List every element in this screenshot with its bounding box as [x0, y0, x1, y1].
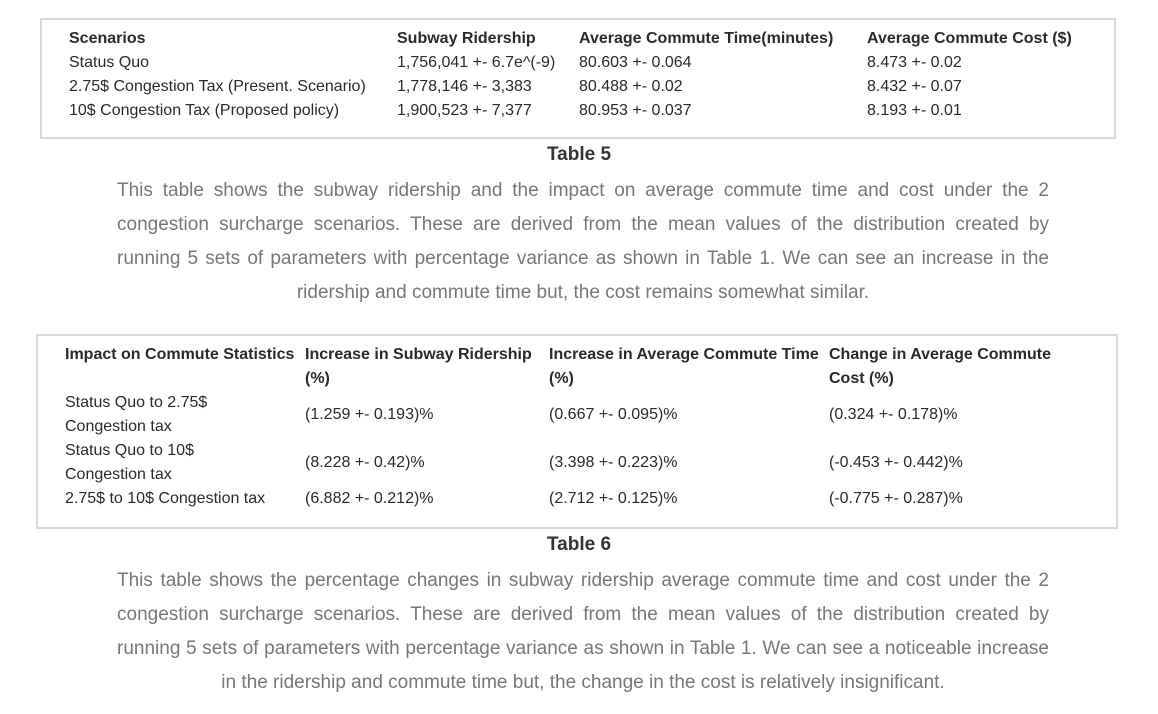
table-cell: (2.712 +- 0.125)% — [549, 490, 678, 507]
table-row: Status Quo 1,756,041 +- 6.7e^(-9) 80.603… — [69, 51, 1087, 75]
table-cell: Status Quo — [69, 54, 150, 71]
table-cell: (1.259 +- 0.193)% — [305, 406, 434, 423]
column-header-average-commute-cost: Average Commute Cost ($) — [867, 30, 1072, 47]
column-header-subway-ridership: Subway Ridership — [397, 30, 536, 47]
table-6-description: This table shows the percentage changes … — [117, 570, 1049, 693]
table-cell: 8.193 +- 0.01 — [867, 102, 962, 119]
table-5-description: This table shows the subway ridership an… — [117, 180, 1049, 303]
table-cell: Status Quo to 10$ Congestion tax — [65, 442, 194, 483]
column-header-impact-on-commute-statistics: Impact on Commute Statistics — [65, 346, 295, 363]
table-6-title: Table 6 — [546, 534, 612, 555]
table-cell: 8.473 +- 0.02 — [867, 54, 962, 71]
table-cell: (-0.775 +- 0.287)% — [829, 490, 963, 507]
table-cell: (8.228 +- 0.42)% — [305, 454, 425, 471]
table-cell: (0.324 +- 0.178)% — [829, 406, 958, 423]
table-cell: 1,900,523 +- 7,377 — [397, 102, 532, 119]
column-header-scenarios: Scenarios — [69, 30, 146, 47]
column-header-increase-in-subway-ridership: Increase in Subway Ridership (%) — [305, 346, 532, 387]
table-cell: (3.398 +- 0.223)% — [549, 454, 678, 471]
column-header-increase-in-average-commute-time: Increase in Average Commute Time (%) — [549, 346, 819, 387]
table-cell: 2.75$ to 10$ Congestion tax — [65, 490, 266, 507]
table-cell: (6.882 +- 0.212)% — [305, 490, 434, 507]
table-5-title: Table 5 — [546, 144, 612, 165]
column-header-average-commute-time: Average Commute Time(minutes) — [579, 30, 834, 47]
table-row: Status Quo to 10$ Congestion tax (8.228 … — [65, 439, 1069, 487]
table-cell: 2.75$ Congestion Tax (Present. Scenario) — [69, 78, 366, 95]
table-cell: 1,756,041 +- 6.7e^(-9) — [397, 54, 556, 71]
column-header-change-in-average-commute-cost: Change in Average Commute Cost (%) — [829, 346, 1051, 387]
table-cell: 80.488 +- 0.02 — [579, 78, 683, 95]
table-header-row: Scenarios Subway Ridership Average Commu… — [69, 27, 1087, 51]
table-header-row: Impact on Commute Statistics Increase in… — [65, 343, 1069, 391]
table-row: 10$ Congestion Tax (Proposed policy) 1,9… — [69, 99, 1087, 123]
table-cell: (0.667 +- 0.095)% — [549, 406, 678, 423]
table-row: 2.75$ Congestion Tax (Present. Scenario)… — [69, 75, 1087, 99]
table-6-container: Impact on Commute Statistics Increase in… — [36, 334, 1118, 529]
table-cell: 1,778,146 +- 3,383 — [397, 78, 532, 95]
table-cell: 80.603 +- 0.064 — [579, 54, 692, 71]
table-5: Scenarios Subway Ridership Average Commu… — [69, 27, 1087, 123]
table-cell: (-0.453 +- 0.442)% — [829, 454, 963, 471]
table-cell: 80.953 +- 0.037 — [579, 102, 692, 119]
table-5-container: Scenarios Subway Ridership Average Commu… — [40, 18, 1116, 139]
table-cell: Status Quo to 2.75$ Congestion tax — [65, 394, 208, 435]
table-row: 2.75$ to 10$ Congestion tax (6.882 +- 0.… — [65, 487, 1069, 511]
table-6: Impact on Commute Statistics Increase in… — [65, 343, 1069, 511]
table-cell: 8.432 +- 0.07 — [867, 78, 962, 95]
table-cell: 10$ Congestion Tax (Proposed policy) — [69, 102, 340, 119]
table-row: Status Quo to 2.75$ Congestion tax (1.25… — [65, 391, 1069, 439]
